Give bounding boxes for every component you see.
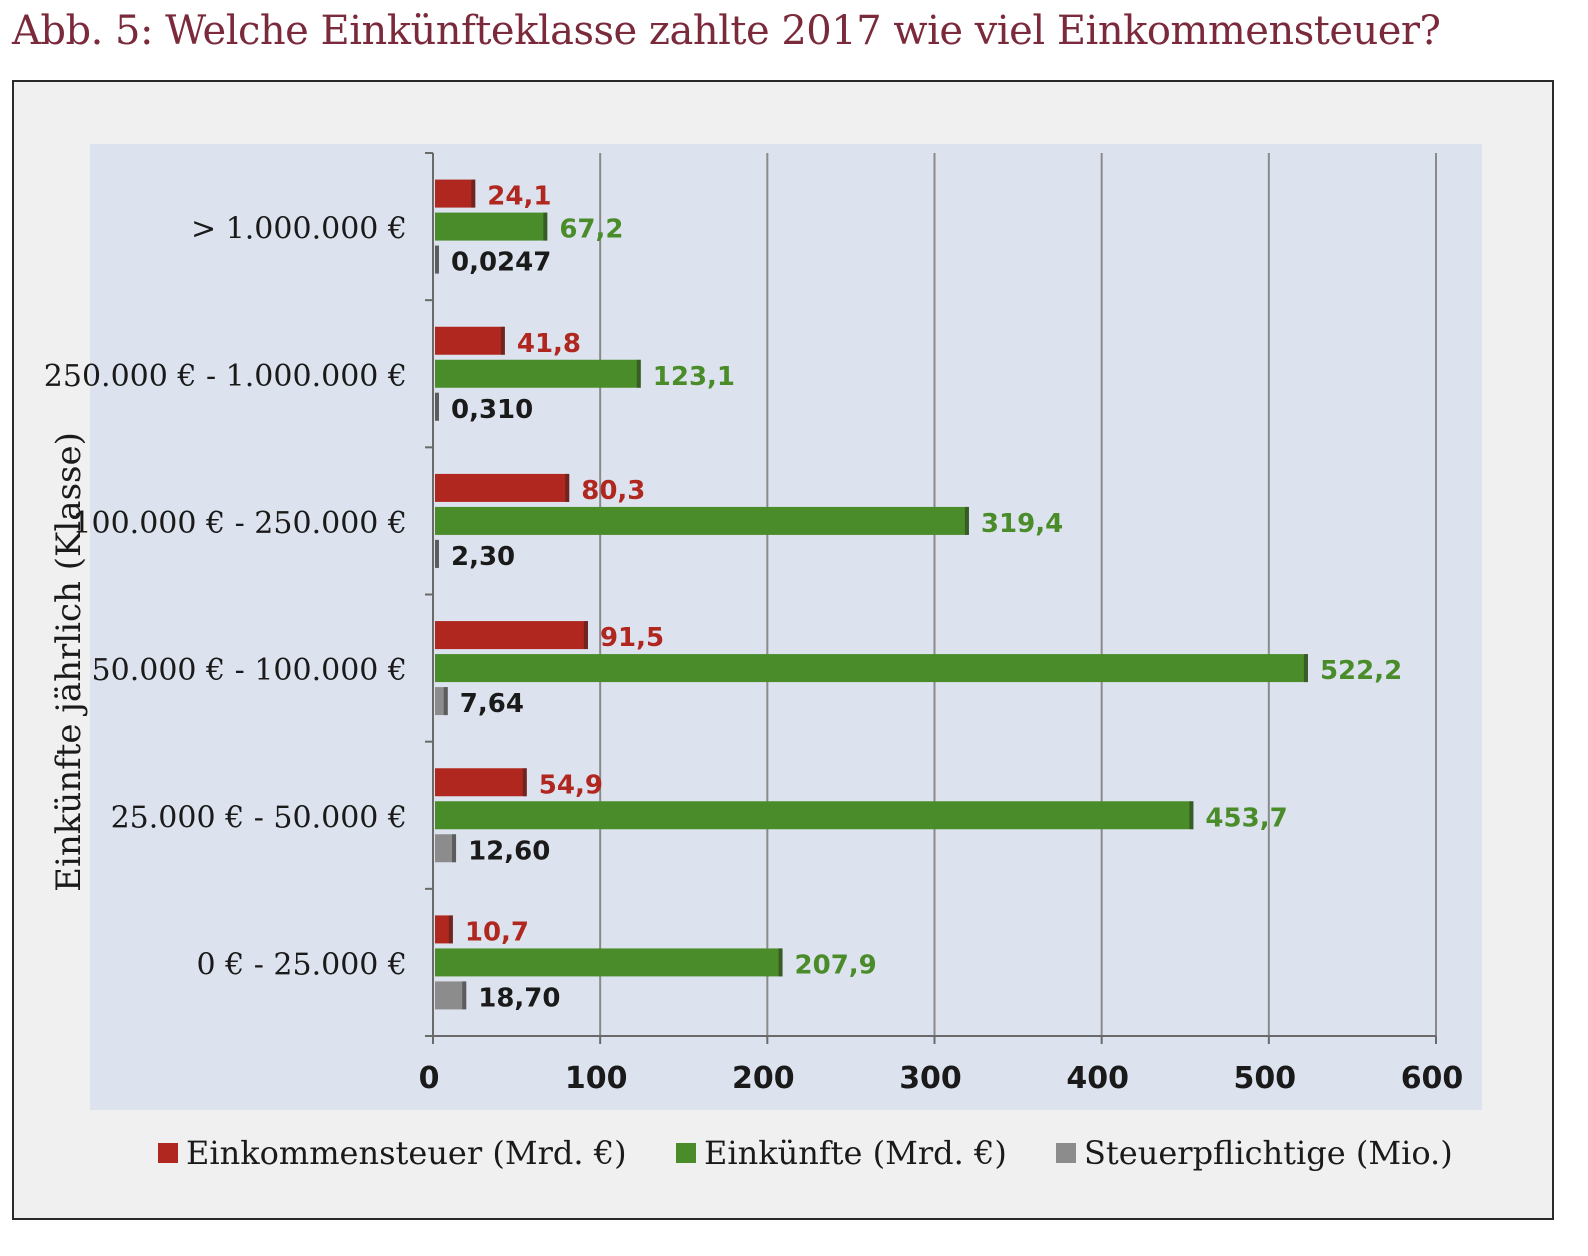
bar-end-1-5	[778, 948, 783, 977]
data-label-2-5: 18,70	[478, 983, 560, 1013]
bar-0-1	[435, 326, 505, 355]
bar-2-0	[435, 245, 439, 274]
bar-end-0-0	[471, 179, 476, 208]
data-label-2-0: 0,0247	[451, 248, 551, 278]
x-tick-label-300: 300	[899, 1061, 962, 1096]
bar-end-2-4	[452, 834, 457, 863]
bar-end-0-2	[565, 473, 570, 502]
bar-end-1-4	[1189, 801, 1194, 830]
bar-1-0	[435, 212, 548, 241]
bar-1-5	[435, 948, 783, 977]
x-tick-label-200: 200	[732, 1061, 795, 1096]
data-label-1-5: 207,9	[795, 950, 877, 980]
x-tick-label-600: 600	[1401, 1061, 1464, 1096]
y-tick-label: 50.000 € - 100.000 €	[92, 653, 407, 688]
data-label-2-1: 0,310	[451, 395, 533, 425]
x-tick-label-400: 400	[1066, 1061, 1129, 1096]
bar-end-1-2	[964, 506, 969, 535]
bar-1-4	[435, 801, 1194, 830]
y-tick-label: 25.000 € - 50.000 €	[111, 800, 407, 835]
data-label-1-4: 453,7	[1205, 803, 1287, 833]
data-label-1-1: 123,1	[653, 362, 735, 392]
bar-2-5	[435, 981, 467, 1010]
legend-swatch-0	[158, 1143, 178, 1163]
bar-0-4	[435, 768, 527, 797]
bar-0-5	[435, 915, 453, 944]
bar-2-1	[435, 392, 439, 421]
data-label-2-3: 7,64	[460, 689, 524, 719]
data-label-0-0: 24,1	[487, 182, 551, 212]
y-tick-label: 250.000 € - 1.000.000 €	[44, 359, 407, 394]
data-label-0-1: 41,8	[517, 329, 581, 359]
y-tick-label: > 1.000.000 €	[191, 212, 407, 247]
data-label-2-4: 12,60	[468, 836, 550, 866]
legend-swatch-2	[1056, 1143, 1076, 1163]
bar-1-3	[435, 654, 1308, 683]
data-label-2-2: 2,30	[451, 542, 515, 572]
bar-end-2-0	[435, 245, 439, 274]
data-label-0-4: 54,9	[539, 770, 603, 800]
bar-2-3	[435, 687, 448, 716]
bar-end-1-0	[543, 212, 548, 241]
y-axis-title: Einkünfte jährlich (Klasse)	[49, 432, 89, 892]
data-label-0-5: 10,7	[465, 917, 529, 947]
data-label-1-3: 522,2	[1320, 656, 1402, 686]
bar-2-2	[435, 539, 439, 568]
bar-end-2-3	[443, 687, 448, 716]
bar-end-2-1	[435, 392, 439, 421]
bar-end-0-1	[500, 326, 505, 355]
x-tick-label-100: 100	[565, 1061, 628, 1096]
bar-end-1-1	[636, 359, 641, 388]
bar-0-0	[435, 179, 476, 208]
legend-label-0: Einkommensteuer (Mrd. €)	[186, 1134, 627, 1172]
bar-end-0-3	[583, 621, 588, 650]
y-tick-label: 100.000 € - 250.000 €	[72, 506, 407, 541]
data-label-1-2: 319,4	[981, 509, 1063, 539]
bar-0-3	[435, 621, 588, 650]
legend-label-1: Einkünfte (Mrd. €)	[704, 1134, 1007, 1172]
chart-title: Abb. 5: Welche Einkünfteklasse zahlte 20…	[12, 8, 1441, 54]
data-label-1-0: 67,2	[559, 215, 623, 245]
legend-swatch-1	[676, 1143, 696, 1163]
bar-0-2	[435, 473, 570, 502]
x-tick-label-500: 500	[1234, 1061, 1297, 1096]
bar-end-0-5	[448, 915, 453, 944]
bar-end-0-4	[522, 768, 527, 797]
bar-1-2	[435, 506, 969, 535]
bar-end-1-3	[1303, 654, 1308, 683]
bar-1-1	[435, 359, 641, 388]
data-label-0-3: 91,5	[600, 623, 664, 653]
legend-label-2: Steuerpflichtige (Mio.)	[1084, 1134, 1453, 1172]
y-tick-label: 0 € - 25.000 €	[196, 947, 407, 982]
bar-end-2-5	[462, 981, 467, 1010]
data-label-0-2: 80,3	[581, 476, 645, 506]
bar-2-4	[435, 834, 457, 863]
x-tick-label-0: 0	[419, 1061, 440, 1096]
bar-end-2-2	[435, 539, 439, 568]
plot-area	[90, 144, 1482, 1110]
